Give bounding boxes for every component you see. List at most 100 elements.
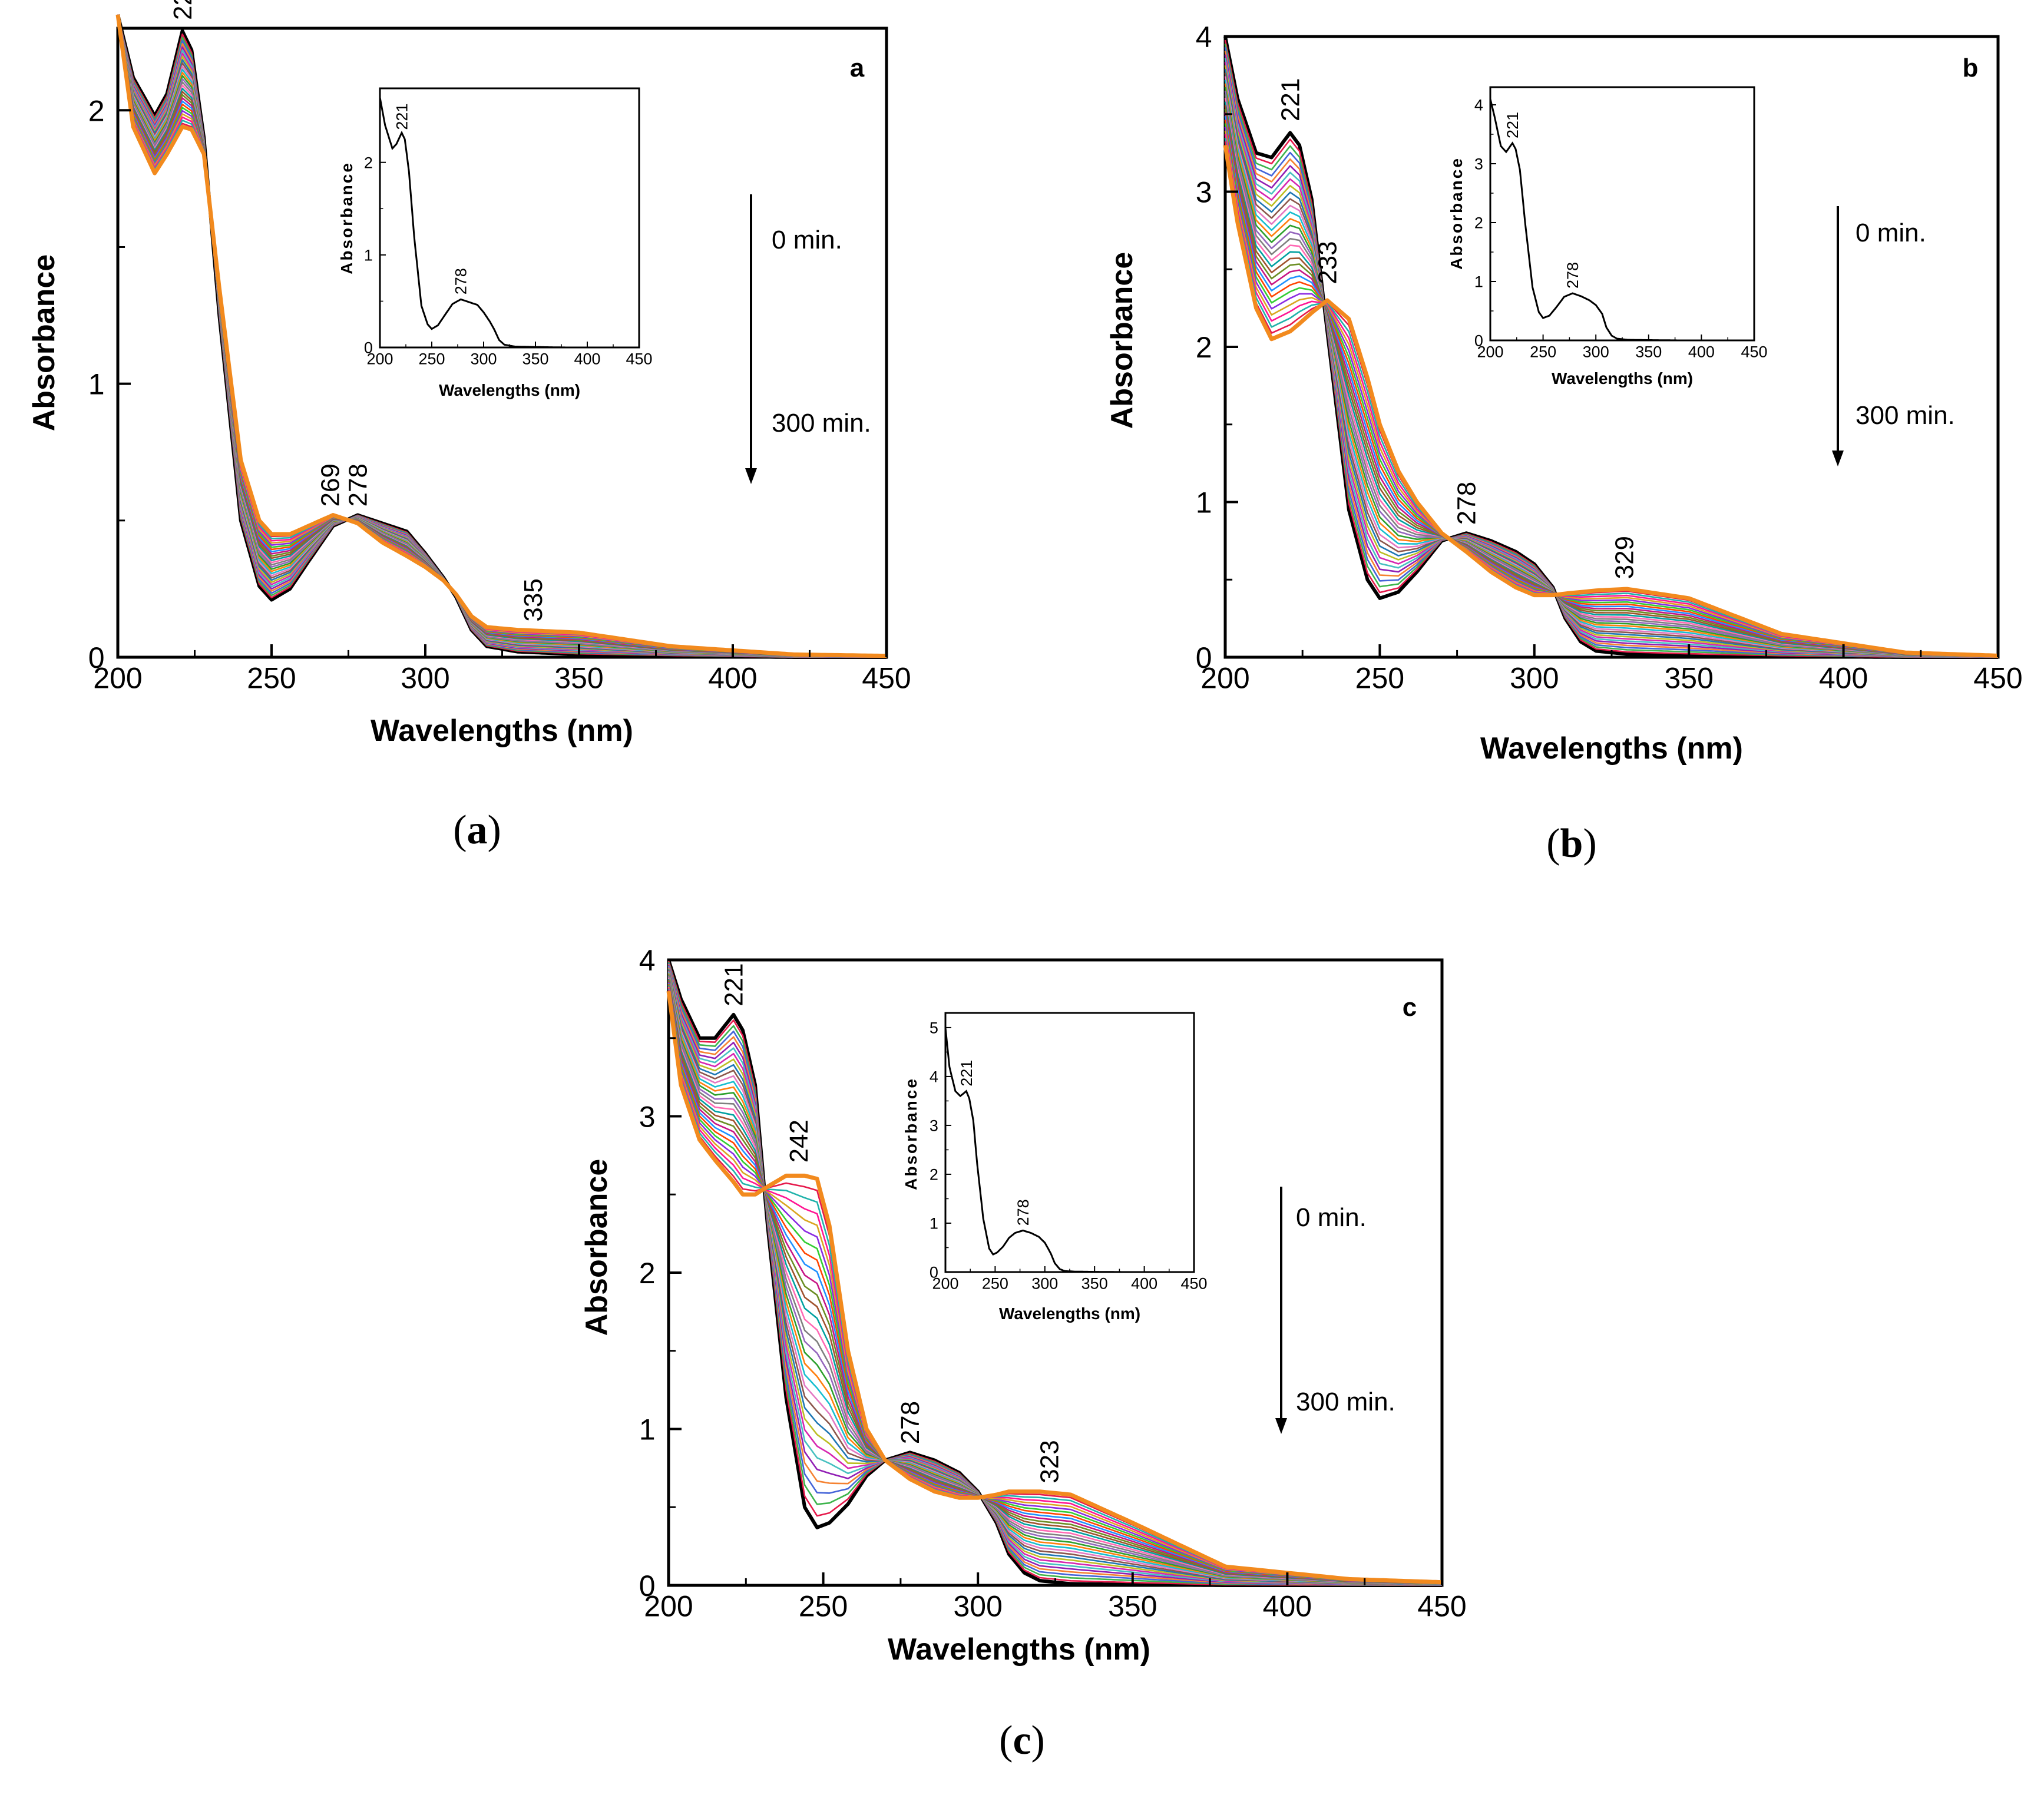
- panel-b-ytick-label: 2: [1196, 331, 1212, 364]
- panel-c-xtick-label: 400: [1263, 1590, 1312, 1623]
- panel-b-inset-peak-278: 278: [1564, 262, 1582, 289]
- panel-a-peak-278: 278: [344, 463, 373, 506]
- panel-b-inset-frame: [1489, 86, 1755, 342]
- panel-a-peak-335: 335: [519, 578, 548, 621]
- panel-b-xtick-label: 250: [1355, 662, 1404, 695]
- panel-c-inset-frame: [944, 1012, 1195, 1273]
- panel-c-inset-ytick-label: 1: [930, 1215, 938, 1233]
- panel-b-xtick-label: 200: [1200, 662, 1249, 695]
- panel-c-inset-xtick-label: 450: [1180, 1274, 1207, 1292]
- panel-a-ytick-label: 1: [88, 368, 105, 401]
- panel-b-start-time: 0 min.: [1856, 218, 1926, 247]
- panel-b-xlabel: Wavelengths (nm): [1480, 731, 1743, 766]
- panel-c-xtick-label: 450: [1417, 1590, 1466, 1623]
- panel-b-xtick-label: 450: [1973, 662, 2022, 695]
- panel-a-inset-xlabel: Wavelengths (nm): [439, 381, 580, 399]
- panel-c-peak-278: 278: [896, 1401, 925, 1444]
- panel-b-peak-329: 329: [1610, 536, 1639, 579]
- panel-a-ytick-label: 2: [88, 94, 105, 127]
- panel-c-peak-221: 221: [720, 963, 749, 1006]
- panel-a-peak-221: 221: [168, 0, 197, 20]
- panel-a-inset-ytick-label: 1: [364, 247, 373, 264]
- panel-a-arrow-head: [745, 468, 757, 484]
- panel-b-peak-labels: 221 233 278 329: [1276, 78, 1639, 579]
- panel-c-xtick-label: 300: [953, 1590, 1002, 1623]
- panel-c-inset-xtick-label: 400: [1131, 1274, 1157, 1292]
- panel-a-inset-ticks: 200 250 300 350 400 450 0 1 2: [364, 154, 653, 367]
- panel-c-inset-peak-labels: 221 278: [958, 1060, 1032, 1226]
- panel-c-inset-xlabel: Wavelengths (nm): [999, 1304, 1140, 1323]
- panel-b-inset-xtick-label: 200: [1477, 343, 1503, 360]
- panel-a-inset-peak-278: 278: [452, 268, 470, 294]
- panel-c-inset-ticks: 200 250 300 350 400 450 0 1 2 3 4 5: [930, 1019, 1208, 1293]
- panel-b-ylabel: Absorbance: [1105, 252, 1139, 429]
- panel-a-letter: a: [850, 54, 865, 82]
- panel-b-inset-ytick-label: 1: [1474, 273, 1483, 291]
- panel-b-inset-ticks: 200 250 300 350 400 450 0 1 2 3 4: [1474, 97, 1768, 361]
- panel-c-inset-xtick-label: 350: [1081, 1274, 1108, 1292]
- panel-a-inset-xtick-label: 350: [522, 350, 548, 367]
- panel-b-inset-ylabel: Absorbance: [1447, 157, 1466, 270]
- panel-b-peak-221: 221: [1276, 78, 1305, 121]
- panel-c-xlabel: Wavelengths (nm): [888, 1632, 1150, 1667]
- panel-c-inset: 200 250 300 350 400 450 0 1 2 3 4 5 221 278 Waveleng…: [902, 1012, 1208, 1323]
- panel-b-inset-ytick-label: 0: [1474, 332, 1483, 350]
- panel-b-inset-xtick-label: 400: [1688, 343, 1715, 360]
- panel-c-xtick-label: 200: [644, 1590, 693, 1623]
- panel-a-ticks: 200 250 300 350 400 450 0 1 2: [88, 94, 911, 694]
- panel-a-xtick-label: 450: [862, 662, 911, 695]
- panel-a-inset-xtick-label: 250: [418, 350, 445, 367]
- panel-b-curves: [1223, 36, 1999, 659]
- panel-b-ticks: 200 250 300 350 400 450 0 1 2 3 4: [1196, 21, 2023, 695]
- panel-c-peak-242: 242: [785, 1120, 813, 1163]
- panel-c-inset-ytick-label: 3: [930, 1117, 938, 1135]
- panel-b-ytick-label: 0: [1196, 641, 1212, 674]
- panel-b-inset: 200 250 300 350 400 450 0 1 2 3 4 221 278 Wavelengt…: [1447, 86, 1768, 388]
- panel-b-end-time: 300 min.: [1856, 401, 1955, 430]
- panel-b-peak-278: 278: [1453, 482, 1481, 525]
- panel-a-inset-ylabel: Absorbance: [338, 161, 356, 274]
- panel-a-inset-peak-labels: 221 278: [393, 104, 469, 295]
- panel-b-inset-xtick-label: 250: [1530, 343, 1556, 360]
- panel-b-ytick-label: 4: [1196, 21, 1212, 54]
- panel-a-inset-peak-221: 221: [393, 104, 411, 130]
- panel-c-ytick-label: 4: [639, 944, 656, 977]
- panel-a-inset-xtick-label: 400: [574, 350, 600, 367]
- panel-a-ytick-label: 0: [88, 641, 105, 674]
- panel-b-ytick-label: 3: [1196, 176, 1212, 209]
- panel-b-inset-xtick-label: 300: [1583, 343, 1609, 360]
- panel-c-caption: (c): [999, 1718, 1045, 1763]
- panel-a-xtick-label: 200: [93, 662, 142, 695]
- panel-c-letter: c: [1403, 993, 1417, 1022]
- panel-b-inset-peak-labels: 221 278: [1504, 112, 1582, 289]
- panel-c-ytick-label: 1: [639, 1413, 656, 1446]
- panel-a-inset: 200 250 300 350 400 450 0 1 2 221 278 Wavelengths…: [338, 87, 653, 399]
- panel-c-inset-ytick-label: 4: [930, 1068, 938, 1086]
- panel-a-peak-269: 269: [316, 463, 345, 506]
- panel-c-xtick-label: 250: [799, 1590, 848, 1623]
- panel-a-ylabel: Absorbance: [27, 254, 61, 432]
- panel-a-inset-ytick-label: 0: [364, 339, 373, 357]
- panel-b-inset-xtick-label: 350: [1635, 343, 1662, 360]
- panel-c-inset-ytick-label: 5: [930, 1019, 938, 1037]
- panel-c-inset-xtick-label: 250: [982, 1274, 1008, 1292]
- panel-b-inset-ytick-label: 4: [1474, 97, 1483, 114]
- panel-c-ytick-label: 3: [639, 1101, 656, 1134]
- panel-a-inset-frame: [379, 87, 640, 349]
- panel-c-ytick-label: 2: [639, 1257, 656, 1290]
- panel-a-inset-xtick-label: 450: [626, 350, 652, 367]
- panel-b-arrow-head: [1832, 451, 1844, 466]
- panel-b-xtick-label: 300: [1510, 662, 1559, 695]
- panel-b-peak-233: 233: [1314, 241, 1342, 284]
- panel-b-inset-xlabel: Wavelengths (nm): [1552, 369, 1693, 388]
- panel-a-xlabel: Wavelengths (nm): [371, 714, 633, 748]
- panel-c-ytick-label: 0: [639, 1569, 656, 1602]
- panel-c-inset-ylabel: Absorbance: [902, 1077, 920, 1190]
- panel-c-inset-peak-278: 278: [1014, 1199, 1032, 1226]
- panel-a-caption: (a): [453, 807, 501, 853]
- panel-c-inset-ytick-label: 0: [930, 1264, 938, 1281]
